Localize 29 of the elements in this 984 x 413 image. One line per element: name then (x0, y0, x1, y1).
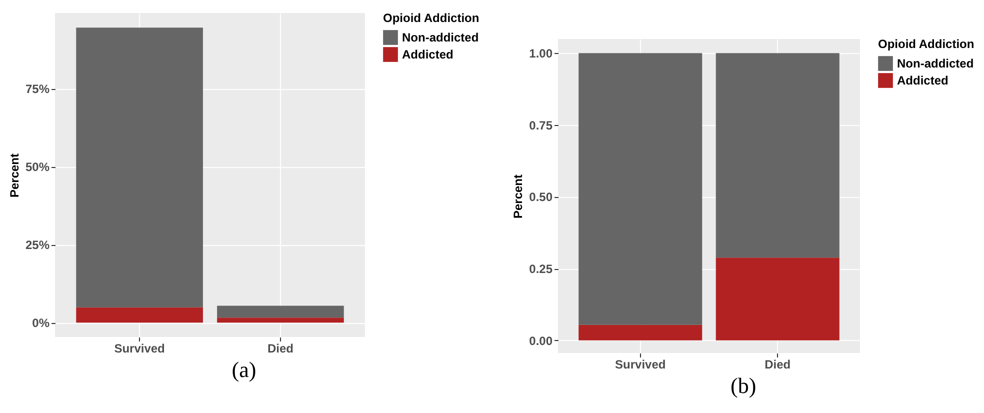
legend-label: Addicted (402, 48, 454, 62)
bar (217, 306, 344, 318)
y-tick-label: 0.50 (529, 190, 553, 204)
bar (716, 258, 840, 340)
y-tick-label: 0.25 (529, 262, 553, 276)
legend-title: Opioid Addiction (878, 37, 974, 51)
y-tick-label: 0.75 (529, 118, 553, 132)
bar (578, 324, 702, 340)
y-tick-label: 0.00 (529, 334, 553, 348)
y-axis-title: Percent (7, 153, 22, 198)
y-axis-title: Percent (511, 174, 526, 219)
x-tick-label: Survived (615, 358, 666, 372)
y-tick-label: 0% (32, 316, 50, 330)
y-tick-label: 1.00 (529, 46, 553, 61)
legend-label: Non-addicted (402, 30, 479, 44)
text: (a) (232, 357, 256, 382)
text: (b) (730, 373, 756, 398)
x-tick-label: Died (764, 358, 791, 372)
y-tick-label: 25% (25, 238, 50, 252)
bar (716, 53, 840, 258)
legend-label: Addicted (897, 74, 948, 88)
legend-title: Opioid Addiction (383, 11, 480, 25)
legend-label: Non-addicted (897, 56, 974, 70)
y-tick-label: 50% (25, 160, 50, 174)
y-tick-label: 75% (25, 82, 50, 96)
x-tick-label: Died (267, 342, 294, 356)
bar (76, 307, 203, 323)
x-tick-label: Survived (114, 342, 165, 356)
bar (217, 318, 344, 323)
